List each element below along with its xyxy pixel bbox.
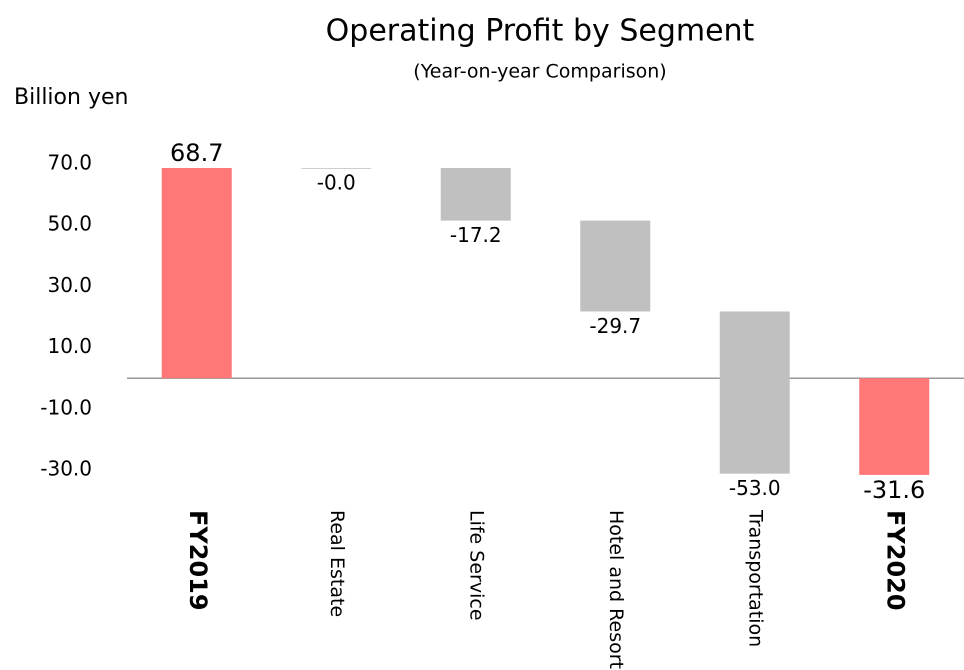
value-label: -29.7	[589, 314, 641, 338]
y-tick-label: -10.0	[40, 395, 92, 419]
y-axis-label: Billion yen	[14, 85, 128, 110]
y-tick-label: 70.0	[47, 151, 92, 175]
bar	[301, 167, 372, 169]
bar	[719, 311, 790, 474]
bar	[161, 167, 232, 379]
x-tick-label: FY2020	[881, 510, 909, 611]
x-tick-label: Life Service	[465, 510, 487, 621]
bar	[859, 378, 930, 475]
value-label: -53.0	[729, 476, 781, 500]
x-tick-label: Real Estate	[326, 510, 348, 617]
y-tick-label: 30.0	[47, 273, 92, 297]
value-label: 68.7	[170, 139, 223, 167]
value-label: -17.2	[450, 223, 502, 247]
x-tick-label: Transportation	[744, 509, 766, 647]
y-tick-label: 10.0	[47, 334, 92, 358]
bar	[580, 220, 651, 312]
chart-title: Operating Profit by Segment	[326, 14, 755, 49]
y-tick-label: 50.0	[47, 212, 92, 236]
chart-subtitle: (Year-on-year Comparison)	[413, 61, 666, 83]
x-tick-label: FY2019	[184, 510, 212, 611]
bar	[440, 167, 511, 221]
x-tick-label: Hotel and Resort	[605, 510, 627, 669]
value-label: -31.6	[863, 476, 925, 504]
value-label: -0.0	[317, 170, 356, 194]
y-tick-label: -30.0	[40, 457, 92, 481]
